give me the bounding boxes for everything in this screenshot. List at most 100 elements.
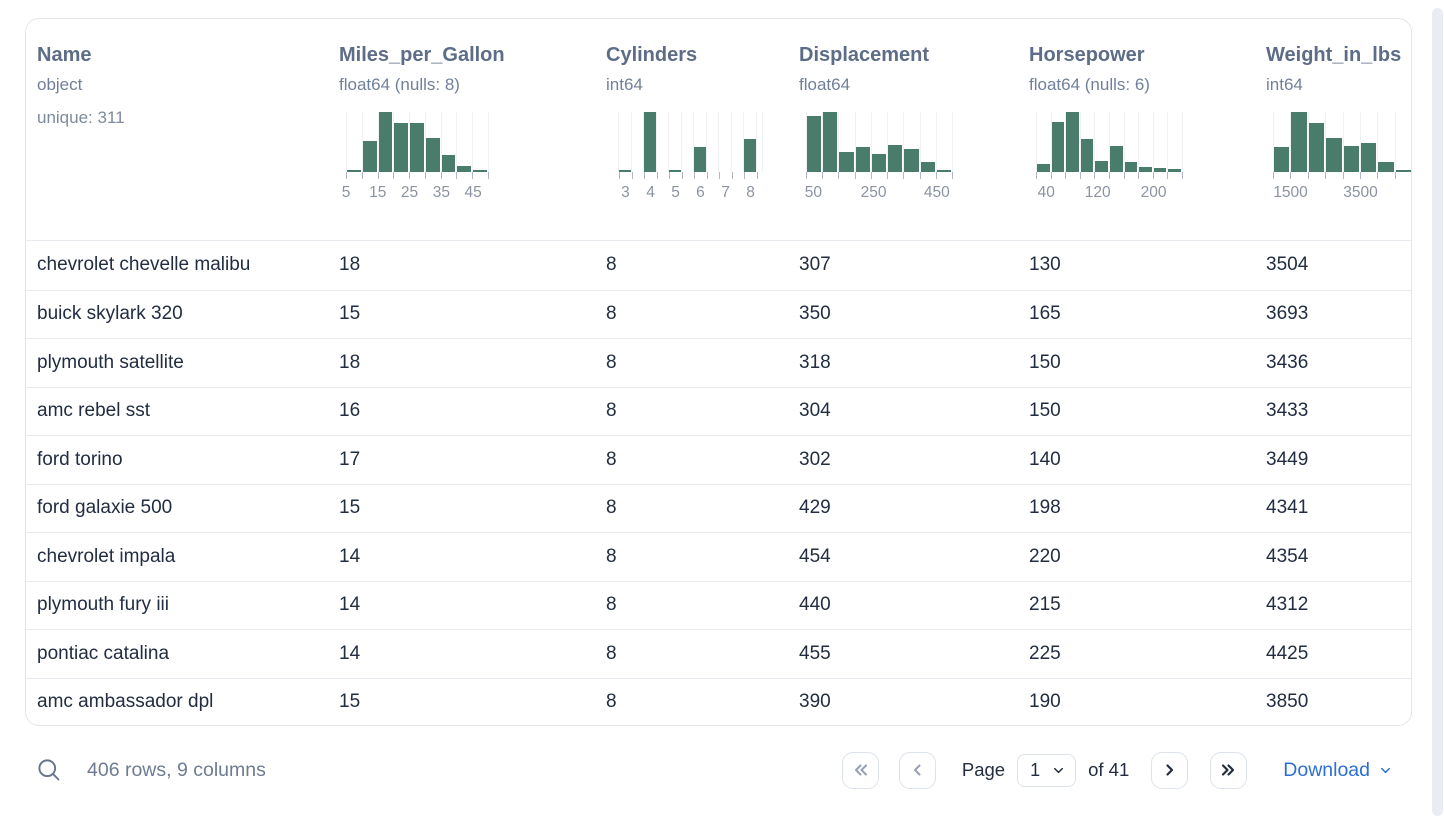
histogram-bars (1036, 112, 1183, 172)
histogram-bin (1307, 112, 1325, 172)
histogram-bar (644, 112, 657, 172)
histogram-displacement: 50 250 450 (805, 112, 953, 204)
column-name: Weight_in_lbs (1266, 44, 1402, 66)
table-cell: chevrolet impala (37, 545, 176, 567)
axis-tick (424, 172, 441, 179)
axis-tick (613, 172, 638, 179)
table-cell: 304 (799, 400, 831, 422)
histogram-bin (1152, 112, 1168, 172)
table-cell: 3693 (1266, 303, 1309, 325)
chevron-down-icon (1381, 767, 1390, 773)
axis-tick (440, 172, 457, 179)
histogram-bin (822, 112, 838, 172)
search-icon[interactable] (36, 757, 63, 784)
column-type: int64 (1266, 75, 1303, 94)
histogram-bin (854, 112, 871, 172)
axis-tick (663, 172, 688, 179)
histogram-bars (346, 112, 489, 172)
axis-tick (822, 172, 838, 179)
histogram-bar (1037, 164, 1050, 172)
axis-tick (688, 172, 713, 179)
axis-tick (1342, 172, 1360, 179)
histogram-bar (619, 170, 632, 172)
histogram-bin (687, 112, 712, 172)
table-row: plymouth fury iii 14 8 440 215 4312 (26, 580, 1411, 630)
table-row: chevrolet impala 14 8 454 220 4354 (26, 532, 1411, 581)
histogram-axis (613, 172, 763, 179)
axis-tick (870, 172, 887, 179)
axis-tick (1167, 172, 1182, 179)
table-cell: 454 (799, 545, 831, 567)
column-name: Name (37, 44, 92, 66)
first-page-button[interactable] (841, 751, 879, 789)
column-type: float64 (nulls: 8) (339, 75, 460, 94)
previous-page-button[interactable] (898, 751, 936, 789)
table-cell: pontiac catalina (37, 642, 170, 664)
histogram-bin (737, 112, 762, 172)
column-name: Horsepower (1029, 44, 1145, 66)
histogram-bar (807, 116, 822, 172)
vertical-scrollbar[interactable] (1432, 8, 1443, 816)
column-header-name: Name object unique: 311 (37, 19, 339, 240)
column-unique-count: unique: 311 (37, 108, 125, 127)
table-row: amc ambassador dpl 15 8 390 190 3850 (26, 677, 1411, 726)
histogram-bar (823, 112, 838, 172)
histogram-bar (410, 123, 424, 172)
axis-tick (1036, 172, 1051, 179)
column-type: int64 (606, 75, 643, 94)
histogram-bin (838, 112, 854, 172)
histogram-bin-slot (618, 112, 633, 172)
axis-tick (1360, 172, 1377, 179)
column-header-displacement: Displacement float64 50 250 450 (799, 19, 1029, 240)
histogram-bin-slot (668, 112, 683, 172)
histogram-bin (1377, 112, 1394, 172)
histogram-horsepower: 40 120 200 (1036, 112, 1183, 204)
histogram-bars (806, 112, 953, 172)
histogram-bin (456, 112, 472, 172)
axis-tick (1152, 172, 1168, 179)
footer: 406 rows, 9 columns Page 1 (36, 744, 1393, 796)
table-cell: 429 (799, 497, 831, 519)
axis-tick (409, 172, 425, 179)
download-button[interactable]: Download (1283, 759, 1393, 782)
table-cell: 165 (1029, 303, 1061, 325)
next-page-button[interactable] (1151, 751, 1189, 789)
histogram-bin (1290, 112, 1307, 172)
histogram-bin (346, 112, 362, 172)
axis-tick-label: 45 (464, 184, 482, 201)
axis-tick-label: 25 (400, 184, 419, 201)
page-select[interactable]: 1 (1017, 753, 1077, 787)
histogram-bin (919, 112, 936, 172)
table-cell: buick skylark 320 (37, 303, 183, 325)
histogram-bin (1360, 112, 1377, 172)
column-type: float64 (799, 75, 851, 94)
histogram-bar (1378, 162, 1394, 172)
axis-tick (713, 172, 738, 179)
histogram-bar (1095, 161, 1108, 172)
table-cell: 318 (799, 351, 831, 373)
table-cell: 15 (339, 497, 361, 519)
table-cell: 307 (799, 254, 831, 276)
histogram-bin (638, 112, 663, 172)
histogram-bin (870, 112, 887, 172)
axis-tick (1307, 172, 1325, 179)
histogram-bin (377, 112, 394, 172)
column-name: Miles_per_Gallon (339, 44, 505, 66)
last-page-button[interactable] (1210, 751, 1248, 789)
histogram-bin (663, 112, 688, 172)
table-cell: 150 (1029, 351, 1061, 373)
table-row: plymouth satellite 18 8 318 150 3436 (26, 338, 1411, 387)
table-row: pontiac catalina 14 8 455 225 4425 (26, 629, 1411, 678)
histogram-bin (1108, 112, 1124, 172)
axis-tick-pair (668, 172, 683, 179)
histogram-bar (1080, 139, 1094, 172)
histogram-bar (1343, 146, 1360, 172)
table-cell: ford torino (37, 448, 123, 470)
histogram-bin (361, 112, 378, 172)
table-row: ford torino 17 8 302 140 3449 (26, 435, 1411, 484)
axis-tick-pair (618, 172, 633, 179)
histogram-bar (473, 170, 488, 172)
axis-tick-label: 40 (1037, 184, 1055, 201)
